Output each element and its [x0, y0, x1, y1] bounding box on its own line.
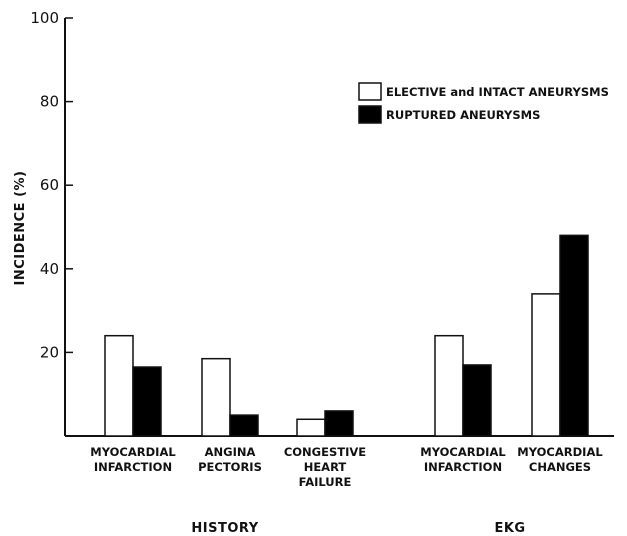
legend-label: RUPTURED ANEURYSMS: [386, 108, 540, 122]
x-tick-label: HEART: [304, 460, 347, 474]
x-tick-label: INFARCTION: [424, 460, 502, 474]
y-ticks: 20 40 60 80 100: [30, 9, 73, 361]
x-tick-label: MYOCARDIAL: [420, 445, 506, 459]
legend: ELECTIVE and INTACT ANEURYSMS RUPTURED AN…: [358, 82, 609, 124]
x-tick-label: ANGINA: [205, 445, 256, 459]
group-label: HISTORY: [191, 521, 258, 536]
bar-elective-intact-0: [104, 334, 134, 437]
y-tick-label: 100: [30, 9, 59, 27]
y-tick-label: 60: [40, 176, 59, 194]
bar-ruptured-2: [324, 410, 354, 437]
bar-elective-intact-4: [531, 293, 561, 437]
x-tick-label: CHANGES: [529, 460, 591, 474]
bar-ruptured-4: [559, 234, 589, 437]
bar-elective-intact-1: [201, 357, 231, 437]
y-tick-label: 80: [40, 93, 59, 111]
bar-ruptured-0: [132, 366, 162, 437]
bars: [104, 234, 589, 437]
bar-ruptured-3: [462, 364, 492, 437]
x-tick-label: MYOCARDIAL: [517, 445, 603, 459]
x-tick-label: MYOCARDIAL: [90, 445, 176, 459]
legend-swatch: [358, 82, 382, 101]
group-labels: HISTORY EKG: [191, 521, 525, 536]
y-axis-label: INCIDENCE (%): [13, 170, 28, 285]
x-labels: MYOCARDIALINFARCTIONANGINAPECTORISCONGES…: [90, 445, 603, 489]
x-tick-label: CONGESTIVE: [284, 445, 366, 459]
legend-swatch: [358, 105, 382, 124]
group-label: EKG: [494, 521, 525, 536]
bar-elective-intact-2: [296, 418, 326, 437]
x-tick-label: PECTORIS: [198, 460, 262, 474]
legend-label: ELECTIVE and INTACT ANEURYSMS: [386, 85, 609, 99]
y-tick-label: 20: [40, 343, 59, 361]
x-tick-label: INFARCTION: [94, 460, 172, 474]
bar-elective-intact-3: [434, 334, 464, 437]
y-tick-label: 40: [40, 260, 59, 278]
bar-ruptured-1: [229, 414, 259, 437]
x-tick-label: FAILURE: [299, 475, 352, 489]
